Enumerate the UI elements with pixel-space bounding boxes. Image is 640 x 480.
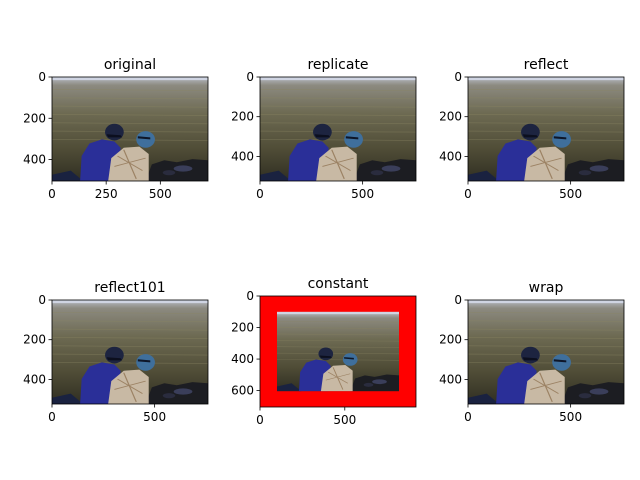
axes-frame xyxy=(467,76,625,182)
panel-replicate: replicate 0 500 0 200 400 xyxy=(231,57,417,201)
x-tick-label: 0 xyxy=(48,410,56,424)
x-tick-label: 500 xyxy=(149,187,172,201)
y-tick-label: 0 xyxy=(246,289,254,303)
panel-title: reflect xyxy=(524,57,569,73)
image-original xyxy=(52,77,208,181)
y-tick-label: 0 xyxy=(454,293,462,307)
axes-frame xyxy=(51,76,209,182)
y-tick-label: 400 xyxy=(231,352,254,366)
image-reflect101 xyxy=(52,300,208,404)
y-tick-label: 400 xyxy=(23,372,46,386)
y-tick-label: 200 xyxy=(439,110,462,124)
panel-reflect: reflect 0 500 0 200 400 xyxy=(439,57,625,201)
y-tick-label: 400 xyxy=(439,372,462,386)
panel-original: original 0 250 500 0 200 400 xyxy=(23,57,209,201)
axes-frame xyxy=(259,295,417,408)
y-tick-label: 400 xyxy=(439,149,462,163)
y-tick-label: 200 xyxy=(23,333,46,347)
x-tick-label: 0 xyxy=(256,413,264,427)
y-tick-label: 200 xyxy=(231,321,254,335)
panel-title: wrap xyxy=(529,280,564,296)
panel-title: constant xyxy=(308,276,369,292)
x-tick-label: 0 xyxy=(464,410,472,424)
y-tick-label: 0 xyxy=(454,70,462,84)
y-tick-label: 0 xyxy=(246,70,254,84)
panel-title: original xyxy=(104,57,156,73)
y-tick-label: 200 xyxy=(23,111,46,125)
y-tick-label: 0 xyxy=(38,293,46,307)
axes-frame xyxy=(467,299,625,405)
x-tick-label: 500 xyxy=(143,410,166,424)
image-replicate xyxy=(260,77,416,181)
axes-frame xyxy=(51,299,209,405)
y-tick-label: 200 xyxy=(439,333,462,347)
y-tick-label: 200 xyxy=(231,110,254,124)
x-tick-label: 0 xyxy=(464,187,472,201)
y-tick-label: 400 xyxy=(23,153,46,167)
axes-frame xyxy=(259,76,417,182)
x-tick-label: 500 xyxy=(351,187,374,201)
image-wrap xyxy=(468,300,624,404)
x-tick-label: 0 xyxy=(48,187,56,201)
x-tick-label: 0 xyxy=(256,187,264,201)
panel-title: reflect101 xyxy=(94,280,165,296)
y-tick-label: 0 xyxy=(38,70,46,84)
y-tick-label: 600 xyxy=(231,384,254,398)
panel-title: replicate xyxy=(307,57,368,73)
image-reflect xyxy=(468,77,624,181)
x-tick-label: 250 xyxy=(95,187,118,201)
x-tick-label: 500 xyxy=(559,410,582,424)
panel-reflect101: reflect101 0 500 0 200 400 xyxy=(23,280,209,424)
panel-constant: constant 0 500 0 200 400 600 xyxy=(231,276,417,427)
panel-wrap: wrap 0 500 0 200 400 xyxy=(439,280,625,424)
image-constant xyxy=(276,311,400,392)
x-tick-label: 500 xyxy=(333,413,356,427)
x-tick-label: 500 xyxy=(559,187,582,201)
y-tick-label: 400 xyxy=(231,149,254,163)
